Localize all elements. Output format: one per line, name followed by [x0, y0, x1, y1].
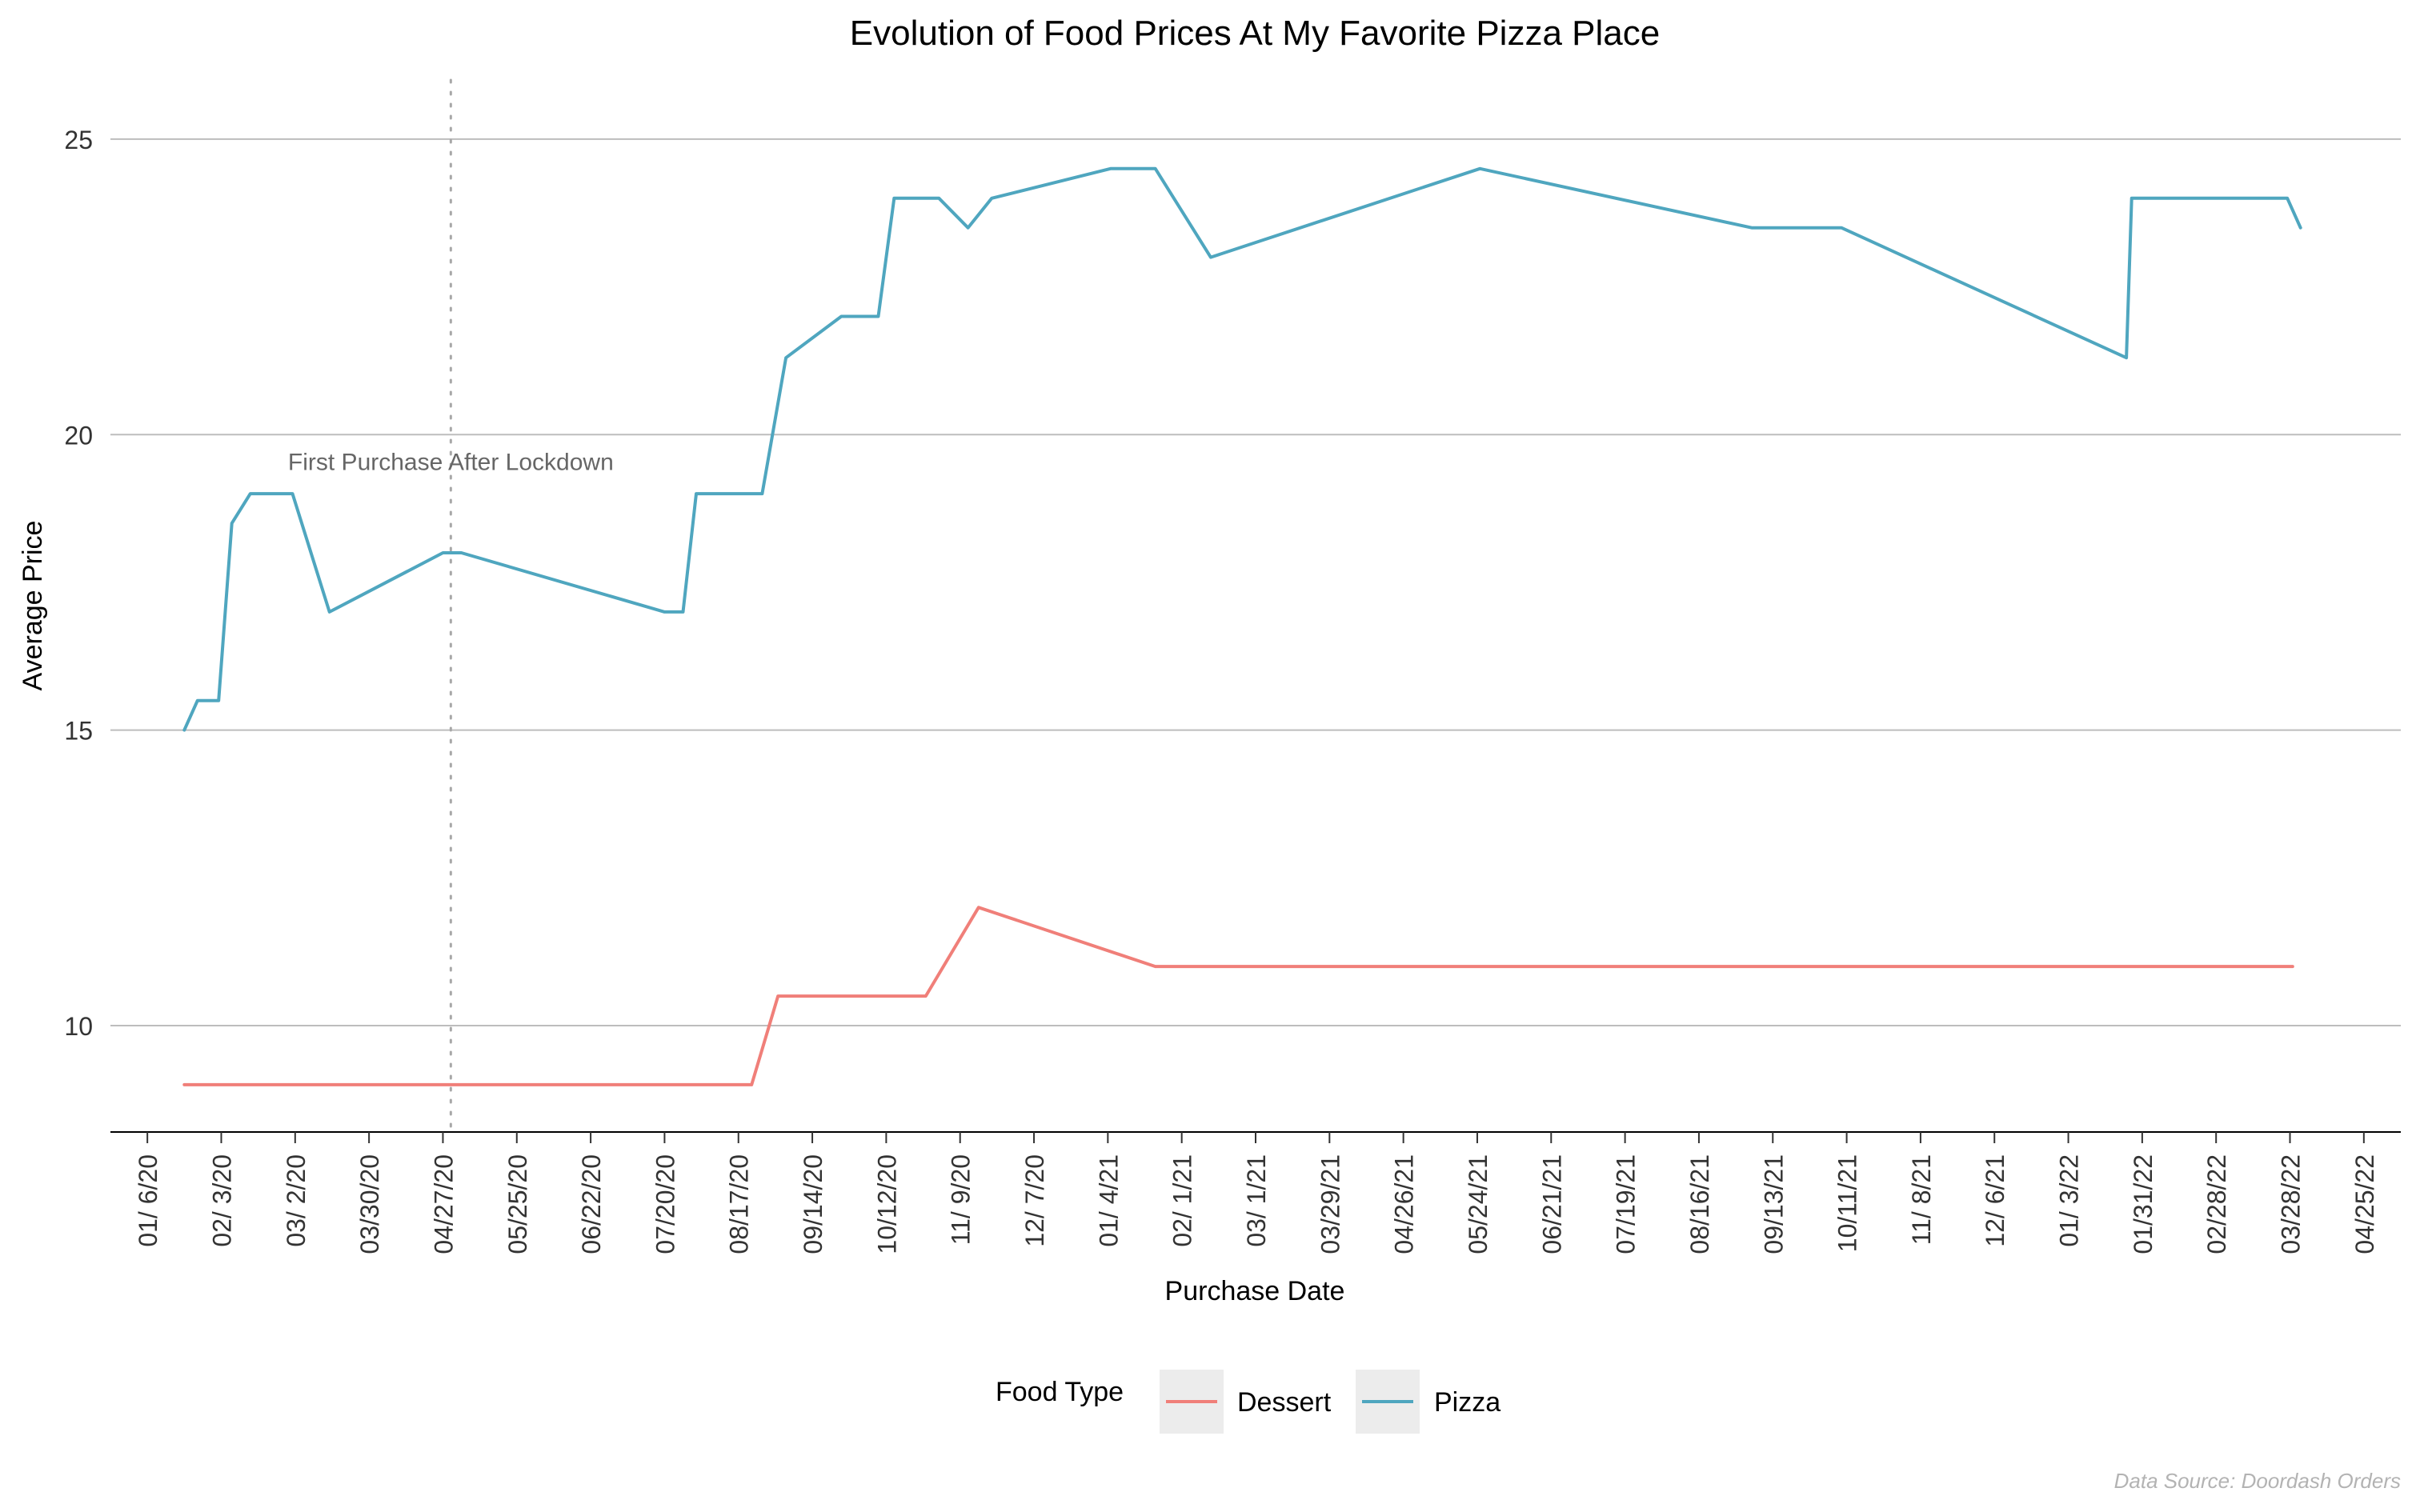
annotation-layer: First Purchase After Lockdown [288, 78, 614, 1134]
x-tick-label: 07/20/20 [651, 1154, 679, 1254]
x-axis-ticks: 01/ 6/20 02/ 3/20 03/ 2/20 03/30/20 04/27/20… [134, 1132, 2379, 1254]
y-tick-label: 15 [64, 717, 93, 746]
x-tick-label: 07/19/21 [1612, 1154, 1641, 1254]
x-tick-label: 05/25/20 [503, 1154, 532, 1254]
x-tick-label: 08/16/21 [1685, 1154, 1714, 1254]
x-tick-label: 11/ 9/20 [947, 1154, 976, 1245]
series-line-dessert [182, 906, 2294, 1086]
series-layer [182, 166, 2302, 1086]
x-tick-label: 04/25/22 [2350, 1154, 2379, 1254]
y-tick-label: 25 [64, 126, 93, 154]
x-tick-label: 01/ 3/22 [2055, 1154, 2084, 1247]
x-tick-label: 03/29/21 [1316, 1154, 1344, 1254]
x-tick-label: 04/26/21 [1390, 1154, 1419, 1254]
y-tick-label: 20 [64, 421, 93, 450]
y-axis-ticks: 10 15 20 25 [64, 126, 93, 1041]
x-tick-label: 04/27/20 [429, 1154, 458, 1254]
x-tick-label: 03/ 2/20 [282, 1154, 311, 1247]
legend-item-pizza: Pizza [1356, 1370, 1500, 1434]
x-axis-title: Purchase Date [1165, 1276, 1345, 1306]
x-tick-label: 01/ 4/21 [1094, 1154, 1123, 1247]
x-tick-label: 06/22/20 [577, 1154, 606, 1254]
x-tick-label: 10/12/20 [872, 1154, 901, 1254]
x-tick-label: 03/30/20 [355, 1154, 384, 1254]
legend-label-dessert: Dessert [1237, 1387, 1332, 1418]
x-tick-label: 09/13/21 [1759, 1154, 1788, 1254]
legend: Food Type Dessert Pizza [996, 1370, 1500, 1434]
x-tick-label: 11/ 8/21 [1907, 1154, 1936, 1245]
x-tick-label: 02/28/22 [2202, 1154, 2231, 1254]
legend-title: Food Type [996, 1377, 1124, 1407]
x-tick-label: 05/24/21 [1464, 1154, 1492, 1254]
legend-label-pizza: Pizza [1434, 1387, 1500, 1418]
x-tick-label: 08/17/20 [725, 1154, 754, 1254]
x-tick-label: 01/ 6/20 [134, 1154, 162, 1247]
legend-item-dessert: Dessert [1160, 1370, 1332, 1434]
series-line-pizza [182, 166, 2302, 732]
x-tick-label: 03/28/22 [2277, 1154, 2306, 1254]
x-tick-label: 09/14/20 [799, 1154, 827, 1254]
chart-title: Evolution of Food Prices At My Favorite … [850, 14, 1660, 53]
y-axis-title: Average Price [18, 521, 48, 691]
x-tick-label: 02/ 3/20 [207, 1154, 236, 1247]
y-gridlines [110, 138, 2401, 1027]
x-tick-label: 12/ 7/20 [1020, 1154, 1049, 1247]
caption: Data Source: Doordash Orders [2114, 1469, 2401, 1493]
y-tick-label: 10 [64, 1012, 93, 1041]
x-tick-label: 01/31/22 [2129, 1154, 2158, 1254]
x-tick-label: 10/11/21 [1833, 1154, 1862, 1252]
x-tick-label: 02/ 1/21 [1168, 1154, 1197, 1247]
lockdown-annotation-text: First Purchase After Lockdown [288, 450, 614, 476]
x-tick-label: 06/21/21 [1537, 1154, 1566, 1254]
x-tick-label: 03/ 1/21 [1242, 1154, 1271, 1247]
x-tick-label: 12/ 6/21 [1981, 1154, 2009, 1247]
